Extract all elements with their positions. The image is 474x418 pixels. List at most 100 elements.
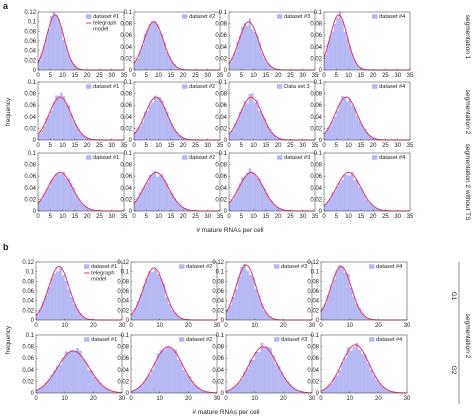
- x-tick-label: 5: [49, 214, 53, 220]
- histogram-bar: [72, 120, 75, 141]
- y-tick-label: 0: [224, 138, 228, 144]
- legend-bar-swatch: [179, 337, 185, 342]
- y-tick-label: 0.06: [24, 39, 36, 45]
- x-tick-label: 35: [121, 143, 128, 149]
- histogram-bar: [55, 95, 58, 141]
- x-tick-label: 15: [358, 143, 365, 149]
- histogram-bar: [161, 174, 164, 212]
- legend-bar-swatch: [277, 14, 283, 19]
- histogram-bar: [163, 106, 166, 141]
- y-tick-label: 0.04: [117, 368, 129, 374]
- histogram-bar: [338, 369, 342, 394]
- histogram-bar: [263, 346, 267, 394]
- histogram-bar: [60, 173, 63, 212]
- legend-bar-swatch: [86, 84, 92, 89]
- x-tick-label: 5: [145, 214, 149, 220]
- histogram-panel-b-r0-c3: 0 0.02 0.04 0.06 0.08 0.1 0.12 0 10 20 30 dataset #…: [307, 260, 411, 329]
- y-tick-label: 0.04: [307, 299, 319, 305]
- x-tick-label: 20: [84, 73, 91, 79]
- x-tick-label: 20: [180, 73, 187, 79]
- axes-frame: [320, 334, 408, 394]
- y-tick-label: 0.04: [310, 115, 322, 121]
- histogram-bar: [156, 274, 160, 321]
- histogram-bar: [158, 175, 161, 212]
- histogram-bar: [185, 374, 189, 394]
- x-tick-label: 15: [263, 73, 270, 79]
- y-tick-label: 0.06: [215, 103, 227, 109]
- histogram-bar: [246, 172, 249, 212]
- histogram-bar: [156, 176, 159, 212]
- histogram-bar: [171, 309, 174, 321]
- histogram-panel-a-r1-c2: 0 0.02 0.04 0.06 0.08 0.1 0 5 10 15 20 25 30 35 Data s…: [215, 80, 319, 149]
- histogram-bar: [162, 349, 166, 394]
- histogram-bar: [251, 93, 254, 141]
- legend-bar-swatch: [182, 84, 188, 89]
- y-tick-label: 0.1: [124, 80, 133, 86]
- histogram-bar: [233, 52, 237, 71]
- histogram-bar: [93, 376, 97, 394]
- y-tick-label: 0.06: [120, 174, 132, 180]
- legend-dataset-label: dataset #3: [284, 14, 310, 20]
- y-tick-label: 0.08: [310, 22, 322, 28]
- y-tick-label: 0.08: [215, 92, 227, 98]
- y-tick-label: 0.06: [22, 356, 34, 362]
- x-tick-label: 0: [224, 396, 228, 402]
- y-tick-label: 0.04: [22, 368, 34, 374]
- y-tick-label: 0.02: [212, 308, 224, 314]
- histogram-panel-a-r2-c2: 0 0.02 0.04 0.06 0.08 0.1 0 5 10 15 20 25 30 35 datase…: [215, 151, 319, 220]
- legend-dataset-label: dataset #2: [189, 84, 215, 90]
- legend-bar-swatch: [277, 84, 283, 89]
- histogram-panel-a-r1-c1: 0 0.02 0.04 0.06 0.08 0.1 0 5 10 15 20 25 30 35 datase…: [120, 80, 224, 149]
- x-tick-label: 20: [275, 143, 282, 149]
- x-tick-label: 10: [250, 214, 257, 220]
- x-tick-label: 0: [36, 143, 40, 149]
- x-tick-label: 10: [251, 396, 258, 402]
- y-tick-label: 0: [319, 209, 323, 215]
- x-tick-label: 0: [34, 396, 38, 402]
- histogram-bar: [248, 168, 252, 212]
- y-tick-label: 0: [316, 391, 320, 397]
- histogram-bar: [231, 199, 234, 212]
- x-tick-label: 30: [108, 143, 115, 149]
- x-tick-label: 10: [61, 396, 68, 402]
- histogram-bar: [52, 101, 56, 141]
- histogram-bar: [57, 95, 61, 141]
- histogram-bar: [69, 113, 73, 141]
- histogram-bar: [355, 180, 359, 212]
- histogram-bar: [84, 362, 88, 394]
- histogram-bar: [246, 103, 249, 141]
- axes-frame: [323, 152, 411, 212]
- x-tick-label: 15: [263, 143, 270, 149]
- histogram-bar: [146, 111, 149, 141]
- y-tick-label: 0.08: [24, 92, 36, 98]
- y-tick-label: 0.04: [117, 299, 129, 305]
- histogram-bar: [333, 23, 337, 71]
- y-tick-label: 0.06: [215, 33, 227, 39]
- y-tick-label: 0.1: [314, 151, 323, 157]
- histogram-bar: [257, 352, 261, 394]
- legend-model-label: telegraph: [91, 271, 114, 277]
- x-tick-label: 20: [180, 214, 187, 220]
- y-tick-label: 0.1: [219, 10, 228, 16]
- x-tick-label: 20: [280, 396, 287, 402]
- histogram-bar: [251, 277, 255, 321]
- y-tick-label: 0.08: [307, 279, 319, 285]
- histogram-bar: [348, 175, 351, 212]
- y-tick-label: 0.08: [215, 163, 227, 169]
- x-tick-label: 20: [375, 323, 382, 329]
- histogram-bar: [336, 186, 339, 212]
- histogram-bar: [368, 202, 371, 212]
- telegraph-model-line: [225, 346, 313, 394]
- histogram-bar: [363, 195, 366, 212]
- histogram-bar: [343, 96, 347, 141]
- x-tick-label: 30: [108, 214, 115, 220]
- x-tick-label: 10: [156, 323, 163, 329]
- histogram-bar: [353, 180, 356, 212]
- histogram-bar: [234, 289, 238, 321]
- telegraph-model-line: [320, 344, 408, 394]
- x-tick-label: 20: [84, 143, 91, 149]
- y-tick-label: 0: [33, 138, 37, 144]
- y-tick-label: 0.06: [24, 174, 36, 180]
- x-tick-label: 0: [129, 323, 133, 329]
- y-tick-label: 0.04: [24, 49, 36, 55]
